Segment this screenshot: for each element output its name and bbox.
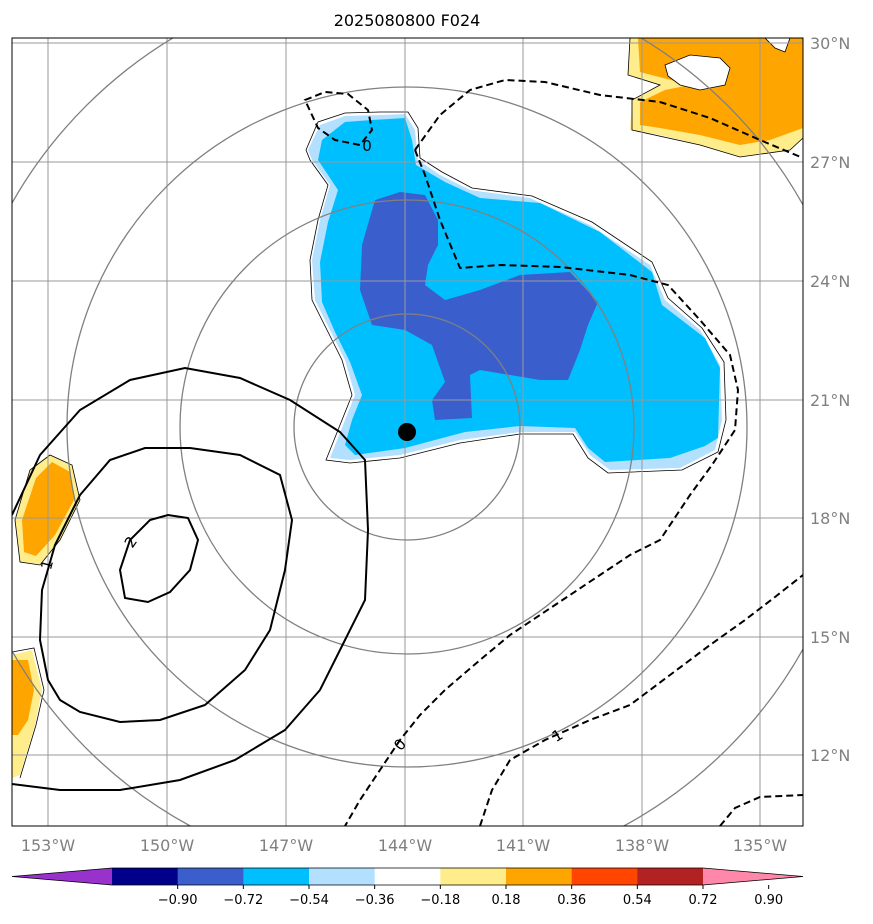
- colorbar: −0.90 −0.72 −0.54 −0.36 −0.18 0.18 0.36 0.54 0.7…: [11, 867, 804, 908]
- colorbar-tick-label: 0.18: [492, 893, 521, 908]
- lon-label: 138°W: [615, 836, 670, 855]
- lon-label: 150°W: [140, 836, 195, 855]
- colorbar-segment: [506, 868, 573, 885]
- colorbar-tick-label: 0.72: [689, 893, 718, 908]
- lat-label: 24°N: [810, 272, 850, 291]
- lat-label: 12°N: [810, 746, 850, 765]
- colorbar-segment: [571, 868, 638, 885]
- colorbar-tick-label: −0.36: [355, 893, 395, 908]
- lon-label: 144°W: [378, 836, 433, 855]
- colorbar-segment: [309, 868, 376, 885]
- lat-label: 21°N: [810, 391, 850, 410]
- colorbar-tick-label: −0.72: [223, 893, 263, 908]
- map-title: 2025080800 F024: [334, 11, 481, 30]
- colorbar-segment: [440, 868, 507, 885]
- lon-label: 135°W: [733, 836, 788, 855]
- lat-label: 27°N: [810, 153, 850, 172]
- colorbar-tick-label: −0.54: [289, 893, 329, 908]
- colorbar-segment: [177, 868, 244, 885]
- colorbar-tick-label: −0.18: [420, 893, 460, 908]
- contour-label: 1: [37, 558, 57, 572]
- outline-negative: [305, 111, 727, 474]
- shading-white-hole2: [764, 38, 791, 53]
- latitude-labels: 30°N 27°N 24°N 21°N 18°N 15°N 12°N: [810, 34, 850, 765]
- colorbar-tick-label: −0.90: [158, 893, 198, 908]
- lat-label: 30°N: [810, 34, 850, 53]
- contour-label: 2: [121, 533, 141, 551]
- lat-label: 18°N: [810, 509, 850, 528]
- colorbar-extend-max: [703, 868, 803, 885]
- lon-label: 153°W: [21, 836, 76, 855]
- colorbar-extend-min: [12, 868, 112, 885]
- map-area: 0 2 1 0 1: [12, 38, 803, 826]
- colorbar-segment: [112, 868, 179, 885]
- colorbar-tick-label: 0.90: [754, 893, 783, 908]
- contours-positive: [12, 366, 370, 791]
- colorbar-segment: [243, 868, 310, 885]
- lon-label: 147°W: [259, 836, 314, 855]
- colorbar-tick-label: 0.36: [557, 893, 586, 908]
- colorbar-outline: [11, 867, 804, 886]
- range-rings: [12, 38, 803, 826]
- graticule: [12, 38, 803, 826]
- outline-positive-ne: [627, 38, 803, 158]
- longitude-labels: 153°W 150°W 147°W 144°W 141°W 138°W 135°…: [21, 836, 788, 855]
- outline-positive-w: [14, 454, 81, 566]
- storm-center-marker: [398, 423, 416, 441]
- outline-positive-sw: [12, 647, 45, 779]
- map-frame: [11, 37, 804, 827]
- shading-white-hole: [664, 54, 731, 91]
- colorbar-segment: [374, 868, 441, 885]
- lon-label: 141°W: [496, 836, 551, 855]
- shading-strong-negative: [360, 192, 598, 420]
- colorbar-segment: [637, 868, 704, 885]
- contours-negative: [303, 78, 803, 826]
- colorbar-tick-label: 0.54: [623, 893, 652, 908]
- lat-label: 15°N: [810, 628, 850, 647]
- contour-label: 0: [362, 137, 372, 155]
